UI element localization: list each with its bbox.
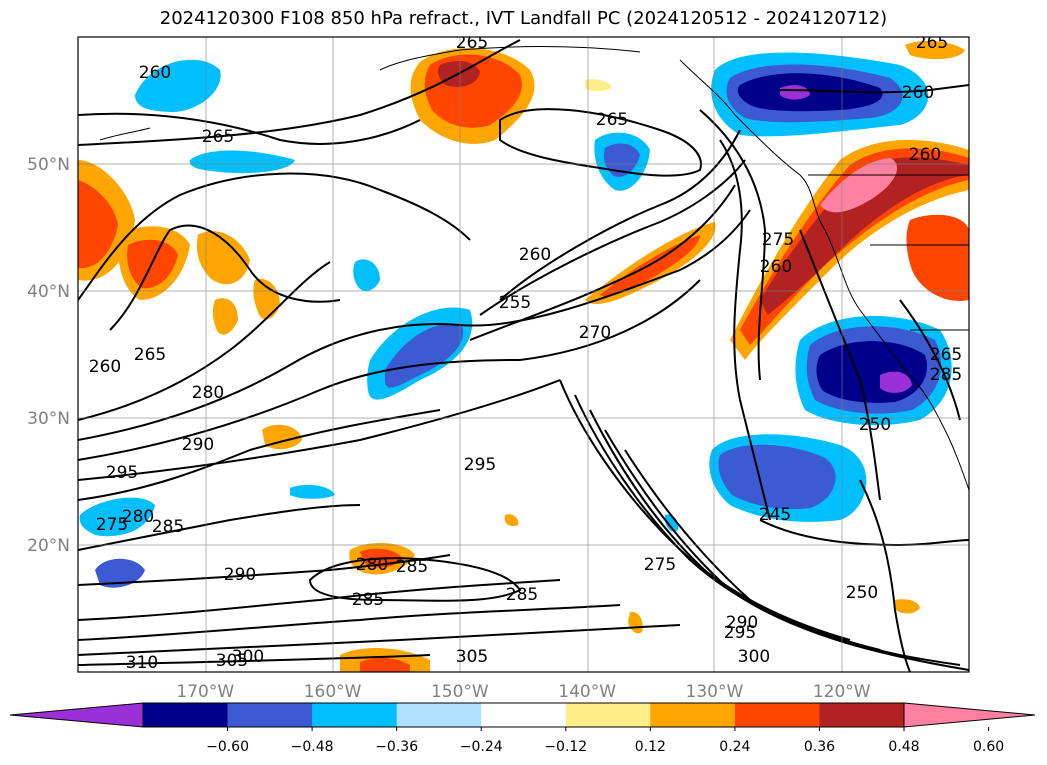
colorbar-segment xyxy=(734,703,820,727)
lon-tick-label: 150°W xyxy=(431,682,489,702)
colorbar-outline xyxy=(142,702,905,728)
contour-label: 280 xyxy=(356,555,388,575)
contour-label: 260 xyxy=(909,145,941,165)
coastlines xyxy=(99,45,969,491)
contour-label: 285 xyxy=(152,517,184,537)
colorbar-segment xyxy=(565,703,651,727)
contour-label: 310 xyxy=(126,653,158,673)
contour-label: 265 xyxy=(916,33,948,53)
lon-tick-label: 140°W xyxy=(558,682,616,702)
gridlines xyxy=(78,37,969,672)
contour-label: 250 xyxy=(846,583,878,603)
contour-label: 305 xyxy=(216,651,248,671)
contour-label: 250 xyxy=(859,415,891,435)
contour-label: 260 xyxy=(902,83,934,103)
contour-label: 295 xyxy=(106,463,138,483)
contour-labels: 2602652652652602652602552702752602602652… xyxy=(89,33,962,673)
contour-label: 245 xyxy=(759,505,791,525)
figure-title: 2024120300 F108 850 hPa refract., IVT La… xyxy=(159,8,888,29)
filled-anomalies xyxy=(78,40,969,672)
colorbar-tick-label: 0.24 xyxy=(719,739,750,755)
contour-label: 280 xyxy=(192,383,224,403)
colorbar-segment xyxy=(481,703,567,727)
contour-label: 260 xyxy=(139,63,171,83)
contour-label: 295 xyxy=(464,455,496,475)
contour-label: 265 xyxy=(930,345,962,365)
contour-label: 290 xyxy=(726,613,758,633)
colorbar-tick-label: 0.48 xyxy=(888,739,919,755)
longitude-tick-labels: 170°W 160°W 150°W 140°W 130°W 120°W xyxy=(176,682,870,702)
lat-tick-label: 40°N xyxy=(27,282,70,302)
colorbar-segment xyxy=(312,703,398,727)
colorbar-segment xyxy=(819,703,905,727)
colorbar: −0.60 −0.48 −0.36 −0.24 −0.12 0.12 0.24 0.36 0.4… xyxy=(9,702,1036,755)
contour-label: 305 xyxy=(456,647,488,667)
lon-tick-label: 170°W xyxy=(176,682,234,702)
contour-label: 285 xyxy=(930,365,962,385)
colorbar-tick-label: −0.36 xyxy=(375,739,418,755)
colorbar-segment xyxy=(650,703,736,727)
contour-label: 295 xyxy=(724,623,756,643)
lon-tick-label: 130°W xyxy=(686,682,744,702)
colorbar-segment xyxy=(396,703,482,727)
contour-label: 300 xyxy=(738,647,770,667)
lat-tick-label: 30°N xyxy=(27,409,70,429)
contour-lines xyxy=(78,39,969,672)
contour-label: 260 xyxy=(519,245,551,265)
colorbar-tick-label: 0.36 xyxy=(804,739,835,755)
lat-tick-label: 50°N xyxy=(27,155,70,175)
contour-label: 260 xyxy=(760,257,792,277)
colorbar-segment xyxy=(143,703,229,727)
lon-tick-label: 160°W xyxy=(304,682,362,702)
contour-label: 265 xyxy=(596,110,628,130)
colorbar-tick-label: −0.48 xyxy=(291,739,334,755)
map-frame xyxy=(77,36,970,673)
colorbar-tick-label: −0.60 xyxy=(206,739,249,755)
contour-label: 290 xyxy=(224,565,256,585)
contour-label: 265 xyxy=(134,345,166,365)
contour-label: 275 xyxy=(96,515,128,535)
contour-label: 280 xyxy=(122,507,154,527)
colorbar-tick-label: 0.12 xyxy=(635,739,666,755)
contour-label: 300 xyxy=(232,647,264,667)
contour-label: 290 xyxy=(182,435,214,455)
contour-label: 260 xyxy=(89,357,121,377)
colorbar-tick-label: −0.12 xyxy=(544,739,587,755)
contour-label: 265 xyxy=(456,33,488,53)
contour-label: 285 xyxy=(396,557,428,577)
lat-tick-label: 20°N xyxy=(27,536,70,556)
colorbar-tick-label: −0.24 xyxy=(460,739,503,755)
colorbar-extend-max xyxy=(903,702,1036,728)
colorbar-extend-min xyxy=(9,702,144,728)
contour-label: 275 xyxy=(644,555,676,575)
contour-label: 285 xyxy=(506,585,538,605)
contour-label: 265 xyxy=(202,127,234,147)
colorbar-segment xyxy=(227,703,313,727)
lon-tick-label: 120°W xyxy=(813,682,871,702)
latitude-tick-labels: 50°N 40°N 30°N 20°N xyxy=(27,155,70,556)
contour-label: 255 xyxy=(499,293,531,313)
contour-label: 275 xyxy=(762,230,794,250)
contour-label: 285 xyxy=(352,590,384,610)
colorbar-tick-label: 0.60 xyxy=(973,739,1004,755)
contour-label: 270 xyxy=(579,323,611,343)
